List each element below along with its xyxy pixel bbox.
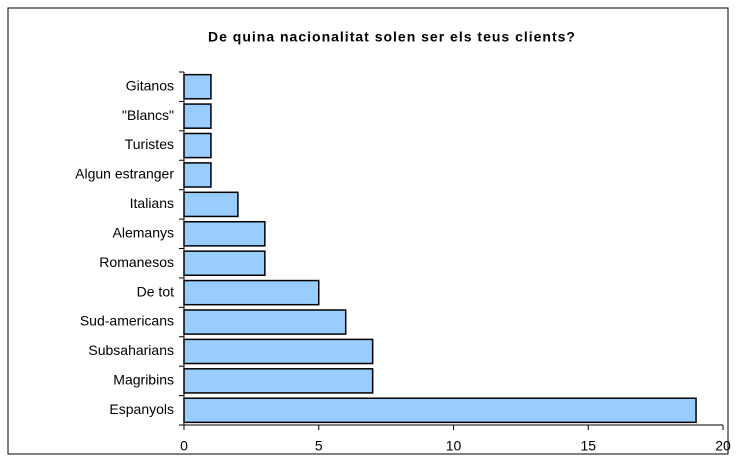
y-tick-label: Magribins	[113, 372, 174, 388]
y-tick-label: "Blancs"	[122, 107, 174, 123]
bar	[183, 250, 266, 277]
x-tick-label: 5	[315, 438, 323, 454]
bar	[183, 397, 697, 424]
y-tick-label: De tot	[137, 283, 174, 299]
bar	[183, 309, 347, 335]
bar	[183, 73, 212, 100]
bar	[183, 191, 239, 218]
bar	[183, 279, 320, 306]
y-tick-label: Espanyols	[109, 401, 174, 417]
bar	[183, 132, 212, 159]
y-tick-label: Romanesos	[99, 254, 174, 270]
y-tick-label: Turistes	[125, 136, 174, 152]
bar	[183, 103, 212, 129]
bar	[183, 220, 266, 247]
chart-title: De quina nacionalitat solen ser els teus…	[208, 29, 576, 45]
bar	[183, 162, 212, 188]
y-tick-label: Italians	[130, 195, 174, 211]
y-tick-label: Sud-americans	[80, 313, 174, 329]
y-tick-label: Gitanos	[126, 77, 174, 93]
x-tick-label: 15	[580, 438, 596, 454]
x-tick-label: 0	[180, 438, 188, 454]
x-tick-label: 10	[446, 438, 462, 454]
y-tick-label: Subsaharians	[88, 342, 174, 358]
x-tick-label: 20	[715, 438, 731, 454]
y-tick-label: Algun estranger	[75, 166, 174, 182]
bar	[183, 368, 374, 394]
y-tick-label: Alemanys	[113, 224, 174, 240]
bar	[183, 338, 374, 365]
